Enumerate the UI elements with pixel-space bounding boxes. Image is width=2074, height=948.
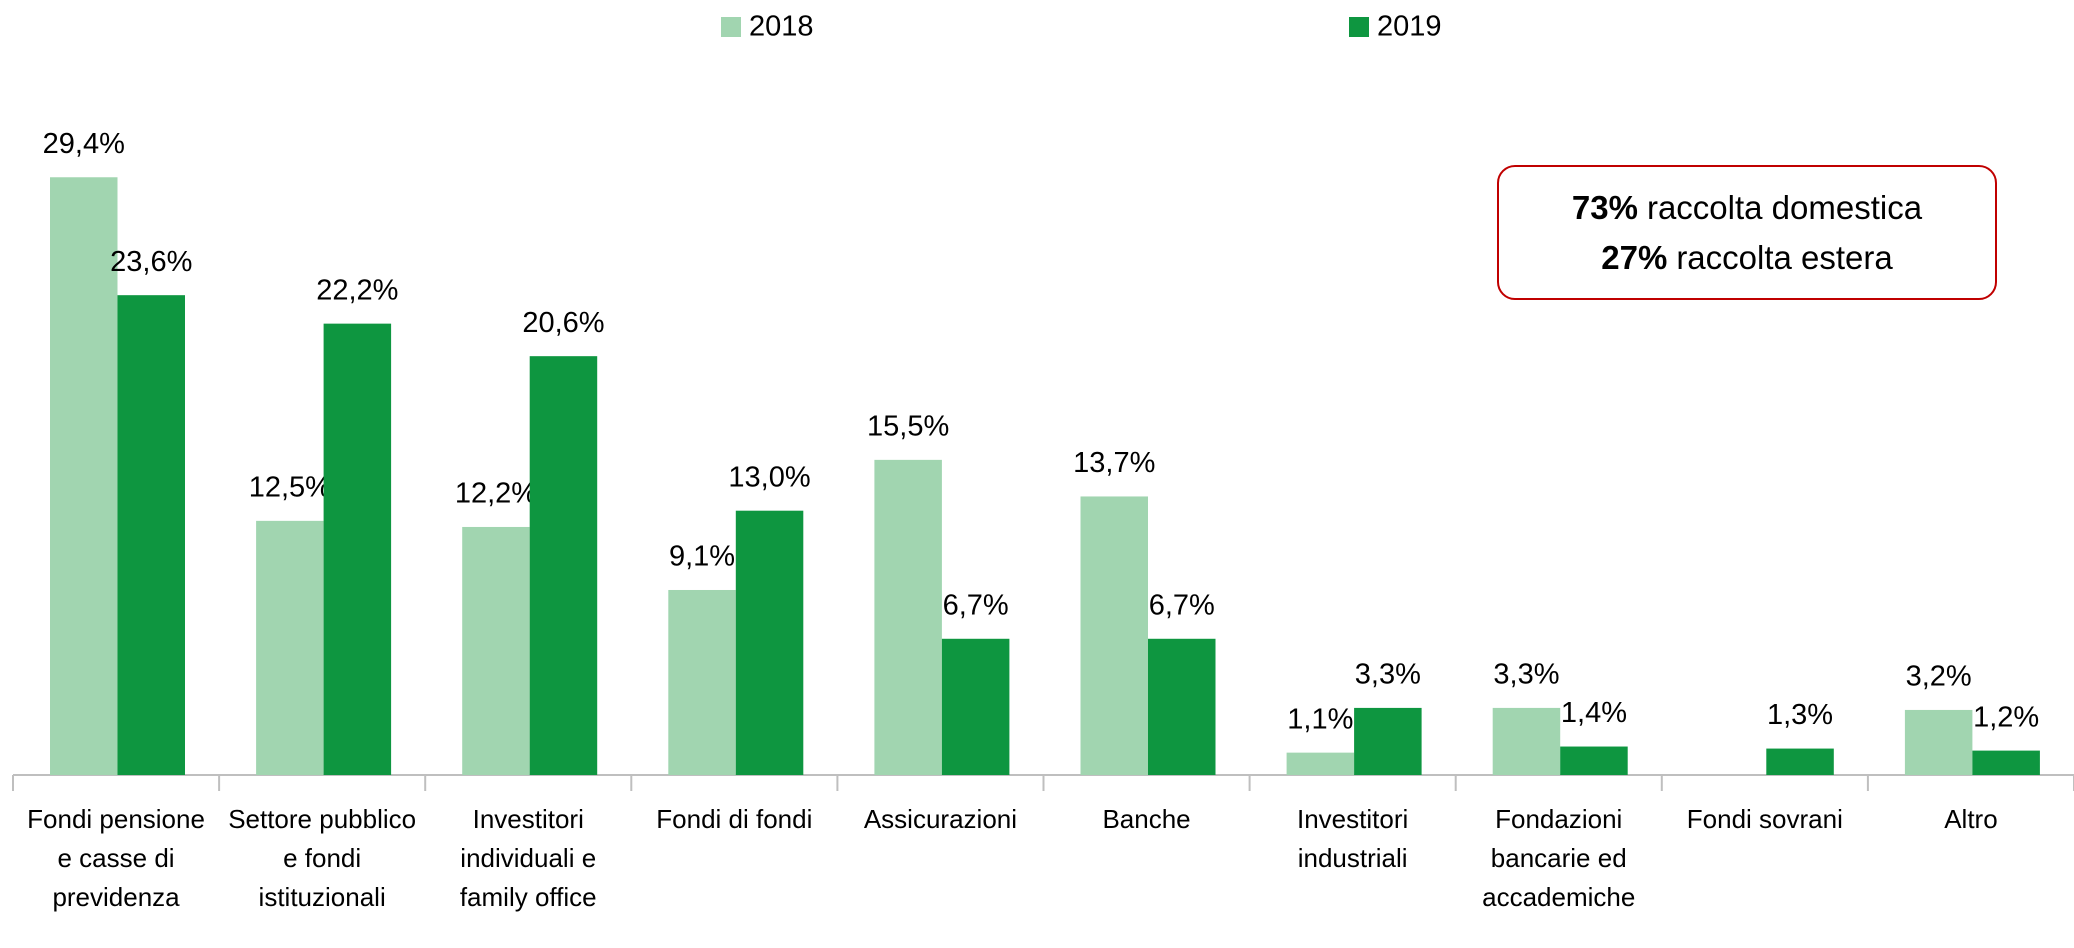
data-label: 1,1% <box>1287 703 1353 735</box>
data-label: 1,2% <box>1973 701 2039 733</box>
bar <box>1492 707 1561 775</box>
bar <box>941 638 1010 775</box>
data-label: 12,2% <box>455 478 537 510</box>
data-label: 13,7% <box>1073 447 1155 479</box>
legend-label: 2018 <box>749 11 814 43</box>
x-tick-label: Investitori industriali <box>1297 804 1409 873</box>
x-tick-label: Assicurazioni <box>863 804 1018 834</box>
data-label: 6,7% <box>1149 589 1215 621</box>
bar <box>1560 746 1628 775</box>
bar <box>1354 707 1422 775</box>
bar <box>668 589 736 775</box>
data-label: 23,6% <box>110 246 192 278</box>
data-label: 3,3% <box>1493 659 1559 691</box>
legend-swatch <box>721 17 741 37</box>
legend-label: 2019 <box>1377 11 1442 43</box>
bar <box>735 510 804 775</box>
bar <box>117 295 185 775</box>
data-label: 1,4% <box>1561 697 1627 729</box>
x-tick-label: Fondi di fondi <box>656 804 813 834</box>
bar <box>1904 709 1973 775</box>
x-tick-label: Banche <box>1102 804 1191 834</box>
data-label: 15,5% <box>867 411 949 443</box>
data-label: 29,4% <box>43 128 125 160</box>
bar <box>50 177 118 776</box>
data-label: 1,3% <box>1767 699 1833 731</box>
x-tick-label: Fondazioni bancarie ed accademiche <box>1482 804 1636 912</box>
data-label: 22,2% <box>316 274 398 306</box>
bar <box>256 520 324 775</box>
data-label: 12,5% <box>249 472 331 504</box>
annotation-bold: 73% <box>1571 188 1638 226</box>
annotation-bold: 27% <box>1601 238 1668 276</box>
data-label: 3,2% <box>1906 661 1972 693</box>
bar <box>323 323 392 775</box>
annotation-text: raccolta domestica <box>1646 188 1923 226</box>
x-tick-label: Investitori individuali e family office <box>459 804 597 912</box>
bar <box>1972 750 2040 775</box>
x-tick-label: Fondi pensione e casse di previdenza <box>27 804 205 912</box>
bar <box>1080 496 1148 775</box>
annotation-box: 73% raccolta domestica 27% raccolta estera <box>1497 165 1997 300</box>
data-label: 9,1% <box>669 541 735 573</box>
bar <box>1148 638 1216 775</box>
x-tick-label: Altro <box>1944 804 1998 834</box>
bar <box>1766 748 1834 775</box>
bar <box>1286 752 1355 775</box>
legend-swatch <box>1349 17 1369 37</box>
annotation-line: 73% raccolta domestica <box>1572 183 1922 233</box>
bar <box>874 459 942 775</box>
annotation-line: 27% raccolta estera <box>1601 233 1893 283</box>
x-tick-label: Settore pubblico e fondi istituzionali <box>228 804 417 912</box>
bar <box>462 526 530 775</box>
data-label: 6,7% <box>943 589 1009 621</box>
data-label: 20,6% <box>522 307 604 339</box>
data-label: 13,0% <box>728 461 810 493</box>
x-tick-label: Fondi sovrani <box>1686 804 1843 834</box>
data-label: 3,3% <box>1355 659 1421 691</box>
annotation-text: raccolta estera <box>1676 238 1893 276</box>
bar <box>529 356 598 775</box>
